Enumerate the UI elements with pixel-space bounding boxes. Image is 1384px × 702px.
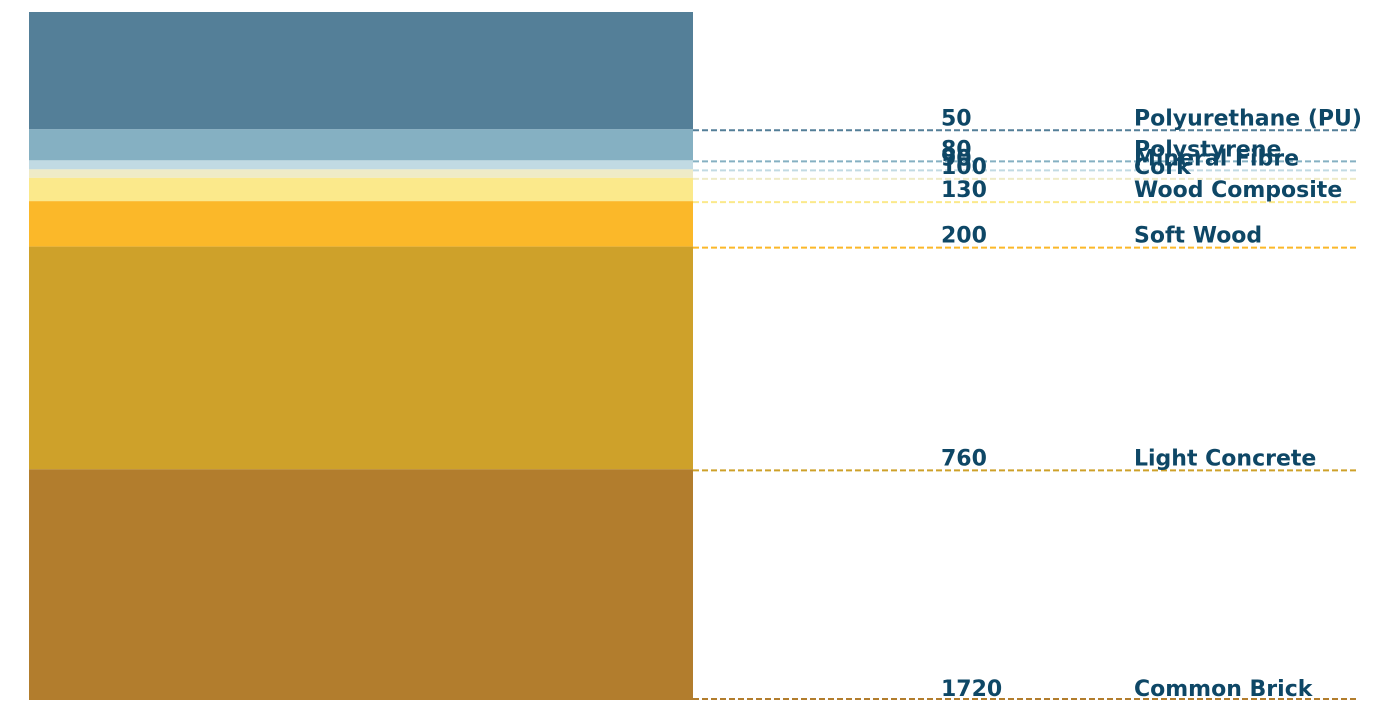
value-label-cork: 100 [941, 155, 987, 180]
material-label-soft-wood: Soft Wood [1134, 224, 1262, 249]
material-label-polystyrene: Polystyrene [1134, 137, 1281, 162]
leader-lines [693, 129, 1357, 700]
band-labels: 50 Polyurethane (PU) 80 Polystyrene 90 Minera… [941, 106, 1362, 702]
value-label-polyurethane-pu: 50 [941, 106, 972, 131]
value-label-light-concrete: 760 [941, 446, 987, 471]
material-label-mineral-fibre: Mineral Fibre [1134, 146, 1299, 171]
material-label-light-concrete: Light Concrete [1134, 446, 1316, 471]
material-label-wood-composite: Wood Composite [1134, 178, 1342, 203]
value-label-soft-wood: 200 [941, 224, 987, 249]
band-mineral-fibre [29, 160, 693, 170]
band-polystyrene [29, 129, 693, 161]
band-common-brick [29, 469, 693, 700]
band-light-concrete [29, 246, 693, 470]
material-label-cork: Cork [1134, 155, 1192, 180]
band-polyurethane-pu [29, 12, 693, 130]
material-label-common-brick: Common Brick [1134, 677, 1314, 702]
band-cork [29, 169, 693, 178]
band-wood-composite [29, 177, 693, 202]
material-bands [29, 12, 693, 700]
value-label-common-brick: 1720 [941, 677, 1002, 702]
band-soft-wood [29, 201, 693, 247]
value-label-mineral-fibre: 90 [941, 146, 972, 171]
material-label-polyurethane-pu: Polyurethane (PU) [1134, 106, 1362, 131]
value-label-polystyrene: 80 [941, 137, 972, 162]
value-label-wood-composite: 130 [941, 178, 987, 203]
